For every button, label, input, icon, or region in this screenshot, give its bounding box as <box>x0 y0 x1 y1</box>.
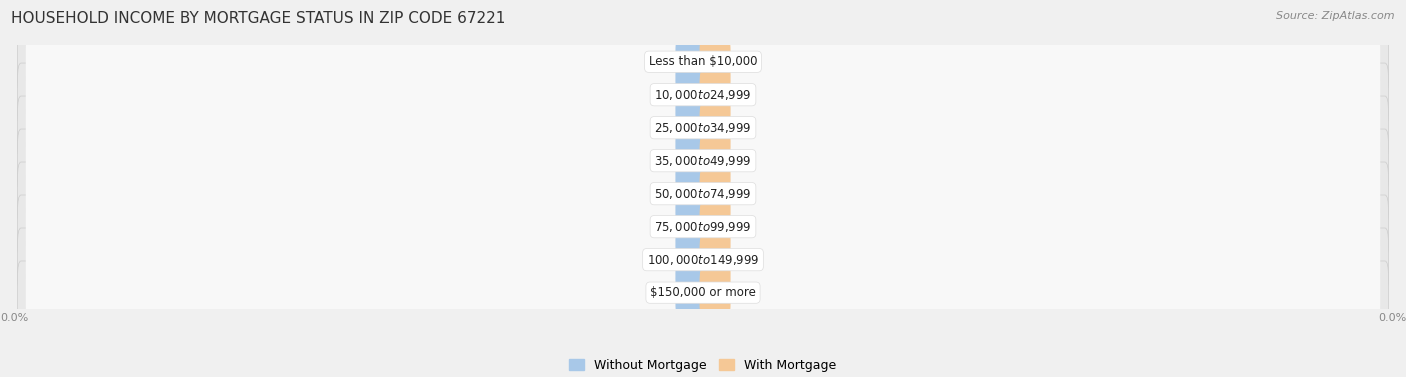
Text: $50,000 to $74,999: $50,000 to $74,999 <box>654 187 752 201</box>
Text: 0.0%: 0.0% <box>702 288 728 298</box>
Text: Source: ZipAtlas.com: Source: ZipAtlas.com <box>1277 11 1395 21</box>
Text: $25,000 to $34,999: $25,000 to $34,999 <box>654 121 752 135</box>
FancyBboxPatch shape <box>675 68 706 121</box>
FancyBboxPatch shape <box>675 266 706 319</box>
Text: $100,000 to $149,999: $100,000 to $149,999 <box>647 253 759 267</box>
Text: 0.0%: 0.0% <box>702 254 728 265</box>
FancyBboxPatch shape <box>17 96 1389 159</box>
Text: 0.0%: 0.0% <box>678 188 704 199</box>
Text: Less than $10,000: Less than $10,000 <box>648 55 758 68</box>
Legend: Without Mortgage, With Mortgage: Without Mortgage, With Mortgage <box>564 354 842 377</box>
FancyBboxPatch shape <box>700 200 731 253</box>
Text: 0.0%: 0.0% <box>678 156 704 166</box>
FancyBboxPatch shape <box>25 105 1381 150</box>
FancyBboxPatch shape <box>700 35 731 89</box>
FancyBboxPatch shape <box>700 266 731 319</box>
FancyBboxPatch shape <box>700 233 731 287</box>
FancyBboxPatch shape <box>675 233 706 287</box>
Text: 0.0%: 0.0% <box>678 222 704 232</box>
Text: $10,000 to $24,999: $10,000 to $24,999 <box>654 88 752 102</box>
FancyBboxPatch shape <box>25 39 1381 84</box>
Text: 0.0%: 0.0% <box>678 254 704 265</box>
FancyBboxPatch shape <box>17 129 1389 192</box>
Text: 0.0%: 0.0% <box>702 156 728 166</box>
Text: $35,000 to $49,999: $35,000 to $49,999 <box>654 154 752 168</box>
FancyBboxPatch shape <box>17 228 1389 291</box>
FancyBboxPatch shape <box>675 101 706 155</box>
FancyBboxPatch shape <box>700 167 731 221</box>
FancyBboxPatch shape <box>17 30 1389 93</box>
FancyBboxPatch shape <box>675 167 706 221</box>
Text: 0.0%: 0.0% <box>678 90 704 100</box>
FancyBboxPatch shape <box>25 72 1381 117</box>
FancyBboxPatch shape <box>700 101 731 155</box>
FancyBboxPatch shape <box>25 204 1381 249</box>
FancyBboxPatch shape <box>17 261 1389 324</box>
Text: 0.0%: 0.0% <box>702 123 728 133</box>
FancyBboxPatch shape <box>17 195 1389 258</box>
Text: $150,000 or more: $150,000 or more <box>650 286 756 299</box>
Text: HOUSEHOLD INCOME BY MORTGAGE STATUS IN ZIP CODE 67221: HOUSEHOLD INCOME BY MORTGAGE STATUS IN Z… <box>11 11 506 26</box>
FancyBboxPatch shape <box>700 68 731 121</box>
FancyBboxPatch shape <box>700 134 731 187</box>
Text: 0.0%: 0.0% <box>702 188 728 199</box>
FancyBboxPatch shape <box>17 162 1389 225</box>
FancyBboxPatch shape <box>25 270 1381 315</box>
FancyBboxPatch shape <box>675 134 706 187</box>
FancyBboxPatch shape <box>17 63 1389 126</box>
FancyBboxPatch shape <box>25 138 1381 183</box>
FancyBboxPatch shape <box>675 200 706 253</box>
FancyBboxPatch shape <box>675 35 706 89</box>
FancyBboxPatch shape <box>25 171 1381 216</box>
Text: 0.0%: 0.0% <box>702 222 728 232</box>
Text: 0.0%: 0.0% <box>678 288 704 298</box>
Text: 0.0%: 0.0% <box>678 57 704 67</box>
Text: 0.0%: 0.0% <box>678 123 704 133</box>
FancyBboxPatch shape <box>25 237 1381 282</box>
Text: 0.0%: 0.0% <box>702 90 728 100</box>
Text: 0.0%: 0.0% <box>702 57 728 67</box>
Text: $75,000 to $99,999: $75,000 to $99,999 <box>654 220 752 234</box>
